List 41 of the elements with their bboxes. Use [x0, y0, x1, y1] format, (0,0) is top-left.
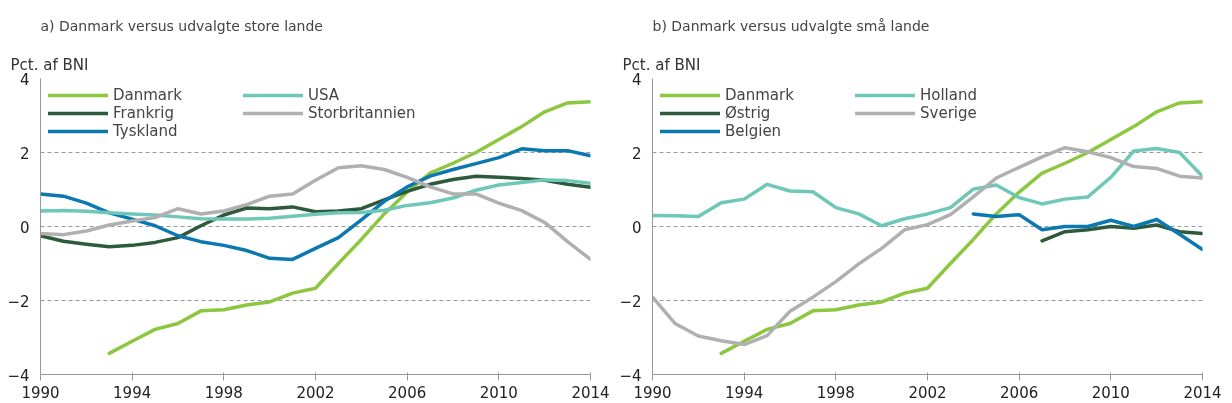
x-tick-label: 2006 — [388, 383, 427, 402]
x-tick-label: 1994 — [725, 383, 764, 402]
legend-label: Holland — [920, 86, 978, 104]
x-tick-label: 1998 — [204, 383, 243, 402]
y-tick-label: −2 — [619, 292, 642, 311]
x-tick-label: 2010 — [1091, 383, 1130, 402]
y-tick-label: 2 — [19, 144, 30, 163]
legend-label: Østrig — [725, 104, 772, 122]
y-tick-label: −4 — [7, 366, 30, 385]
legend-label: Tyskland — [113, 122, 179, 140]
chart-title: a) Danmark versus udvalgte store lande — [40, 17, 323, 34]
legend-label: Danmark — [113, 86, 183, 104]
x-tick-label: 1998 — [816, 383, 855, 402]
x-tick-label: 1990 — [21, 383, 60, 402]
legend-label: Storbritannien — [308, 104, 417, 122]
x-tick-label: 2002 — [908, 383, 947, 402]
x-tick-label: 2014 — [571, 383, 610, 402]
legend-label: Frankrig — [113, 104, 175, 122]
line-series — [652, 145, 1203, 347]
line-series — [40, 178, 591, 221]
y-tick-label: 0 — [19, 218, 30, 237]
x-tick-label: 1994 — [113, 383, 152, 402]
line-series — [107, 100, 591, 356]
x-tick-label: 2006 — [1000, 383, 1039, 402]
x-tick-label: 2002 — [296, 383, 335, 402]
line-series — [719, 100, 1203, 356]
y-tick-label: −4 — [619, 366, 642, 385]
line-series — [1040, 223, 1203, 243]
line-series — [971, 212, 1203, 252]
chart-title: b) Danmark versus udvalgte små lande — [652, 17, 930, 34]
y-tick-label: 2 — [631, 144, 642, 163]
legend-label: Danmark — [725, 86, 795, 104]
x-tick-label: 1990 — [633, 383, 672, 402]
legend-label: Sverige — [920, 104, 978, 122]
x-tick-label: 2014 — [1183, 383, 1222, 402]
y-tick-label: −2 — [7, 292, 30, 311]
y-tick-label: 0 — [631, 218, 642, 237]
legend-label: USA — [308, 86, 341, 104]
line-series — [652, 146, 1203, 228]
legend-label: Belgien — [725, 122, 783, 140]
x-tick-label: 2010 — [479, 383, 518, 402]
